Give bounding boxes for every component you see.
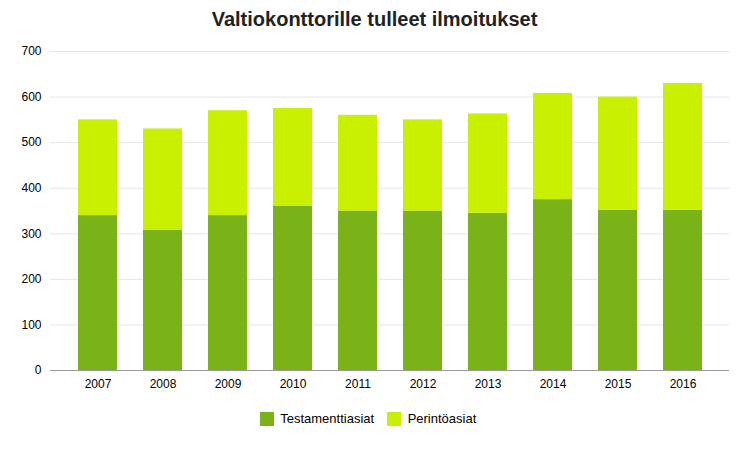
- svg-text:0: 0: [35, 363, 42, 377]
- svg-text:500: 500: [21, 135, 41, 149]
- svg-text:2012: 2012: [410, 377, 437, 391]
- svg-text:100: 100: [21, 318, 41, 332]
- svg-text:300: 300: [21, 227, 41, 241]
- html-text:Testamenttiasiat: Testamenttiasiat: [280, 411, 375, 426]
- svg-text:2016: 2016: [670, 377, 697, 391]
- html-text:Valtiokonttorille tulleet ilmo: Valtiokonttorille tulleet ilmoitukset: [211, 8, 538, 30]
- svg-text:2007: 2007: [85, 377, 112, 391]
- svg-text:2014: 2014: [540, 377, 567, 391]
- svg-text:2013: 2013: [475, 377, 502, 391]
- svg-text:2011: 2011: [345, 377, 371, 391]
- svg-text:2009: 2009: [215, 377, 242, 391]
- svg-text:200: 200: [21, 272, 41, 286]
- svg-text:2015: 2015: [605, 377, 632, 391]
- svg-text:400: 400: [21, 181, 41, 195]
- html-text:Perintöasiat: Perintöasiat: [407, 411, 477, 426]
- svg-text:2010: 2010: [280, 377, 307, 391]
- svg-text:700: 700: [21, 44, 41, 58]
- svg-text:2008: 2008: [150, 377, 177, 391]
- svg-text:600: 600: [21, 90, 41, 104]
